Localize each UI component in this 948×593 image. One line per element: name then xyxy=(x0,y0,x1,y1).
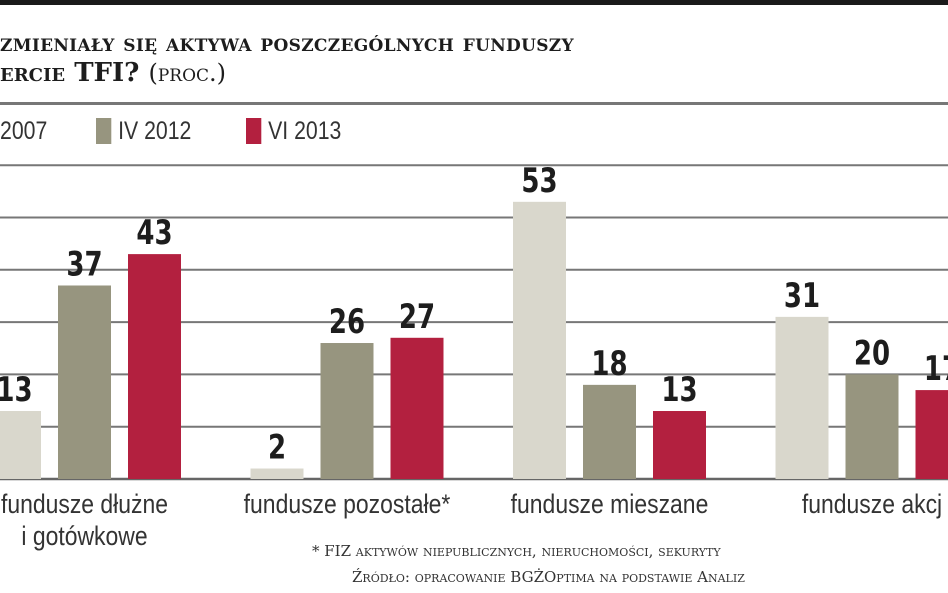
chart-title-line-1: zmieniały się aktywa poszczególnych fund… xyxy=(0,28,574,57)
data-label: 31 xyxy=(784,277,820,316)
data-label: 18 xyxy=(591,345,627,384)
bar xyxy=(0,411,41,479)
chart-title-tfi: ercie TFI? xyxy=(0,58,140,88)
data-label: 13 xyxy=(661,371,697,410)
top-border xyxy=(0,0,948,5)
bar xyxy=(320,343,374,479)
bar xyxy=(58,285,111,479)
bar xyxy=(845,374,899,479)
bar xyxy=(653,411,706,479)
bar xyxy=(775,316,829,479)
footnote: * FIZ aktywów niepublicznych, nieruchomo… xyxy=(312,542,721,560)
data-label: 2 xyxy=(268,428,286,467)
legend-item-iv-2012: IV 2012 xyxy=(96,116,191,146)
bar xyxy=(583,384,636,479)
data-label: 20 xyxy=(854,334,890,373)
category-label: fundusze mieszane xyxy=(511,489,709,519)
legend-swatch xyxy=(96,118,112,144)
category-label: i gotówkowe xyxy=(21,521,147,551)
legend-label: IV 2012 xyxy=(118,116,192,145)
bar xyxy=(915,390,948,479)
legend-swatch xyxy=(246,118,262,144)
bar xyxy=(250,468,304,479)
data-label: 37 xyxy=(66,245,102,284)
source-note: Źródło: opracowanie BGŻOptima na podstaw… xyxy=(352,568,745,586)
data-label: 26 xyxy=(329,303,365,342)
bar xyxy=(390,337,444,479)
title-divider xyxy=(0,102,948,105)
data-label: 53 xyxy=(521,162,557,201)
chart-unit: (proc.) xyxy=(148,59,227,87)
legend-item-2007: 2007 xyxy=(0,116,47,146)
data-label: 43 xyxy=(136,214,172,253)
data-label: 17 xyxy=(924,350,948,389)
legend-item-vi-2013: VI 2013 xyxy=(246,116,341,146)
legend-label: 2007 xyxy=(0,116,48,145)
bar xyxy=(513,201,566,479)
chart-title-line-2: ercie TFI? (proc.) xyxy=(0,58,226,88)
category-label: fundusze dłużne xyxy=(1,489,168,519)
data-label: 27 xyxy=(399,298,435,337)
category-label: fundusze pozostałe* xyxy=(244,489,451,519)
category-label: fundusze akcj xyxy=(802,489,942,519)
data-label: 13 xyxy=(0,371,33,410)
bar xyxy=(128,254,181,479)
legend-label: VI 2013 xyxy=(268,116,342,145)
